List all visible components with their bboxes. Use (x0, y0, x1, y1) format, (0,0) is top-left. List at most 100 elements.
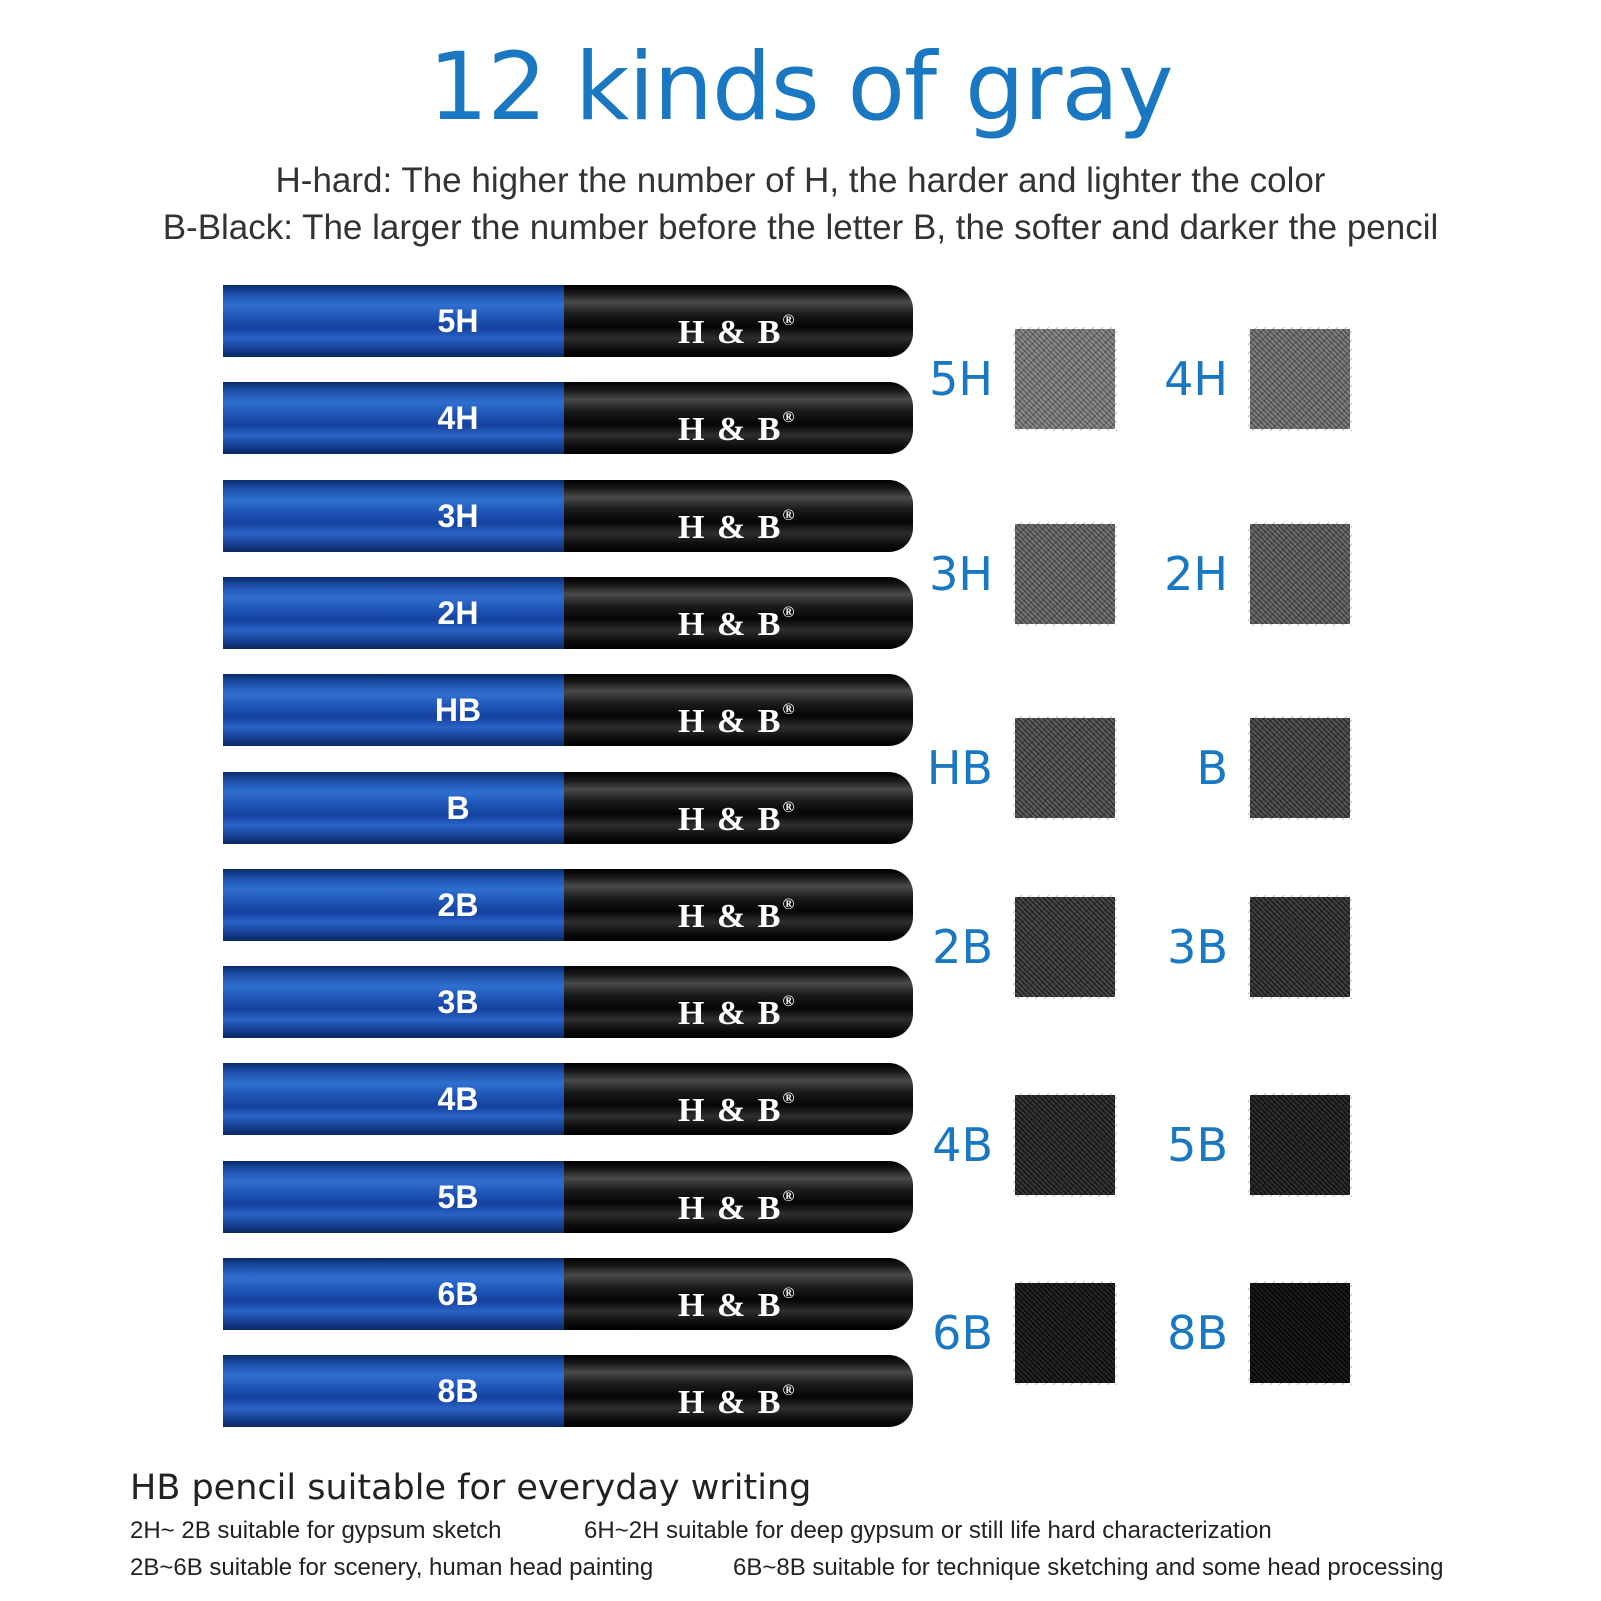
shading-swatch (1013, 1093, 1117, 1197)
pencil-grade-label: 2H (437, 595, 479, 631)
pencil-brand-label: H & B® (678, 966, 828, 1038)
shading-swatch (1013, 327, 1117, 431)
pencil-body (223, 1063, 566, 1135)
pencil-tip (564, 1258, 913, 1330)
pencil-grade-label: 6B (437, 1276, 479, 1312)
pencil: 2B H & B® (223, 869, 913, 941)
shading-swatch (1013, 895, 1117, 999)
shading-swatch (1248, 716, 1352, 820)
footer-note: 2H~ 2B suitable for gypsum sketch (130, 1517, 502, 1544)
pencil-brand-label: H & B® (678, 480, 828, 552)
brand-text: H & B (678, 703, 783, 740)
brand-text: H & B (678, 801, 783, 838)
brand-text: H & B (678, 1287, 783, 1324)
pencil-brand-label: H & B® (678, 1161, 828, 1233)
pencil-brand-label: H & B® (678, 1063, 828, 1135)
shading-swatch (1013, 1281, 1117, 1385)
swatch-label: 2B (932, 920, 993, 974)
pencil-body (223, 1258, 566, 1330)
pencil-grade-label: 5H (437, 303, 479, 339)
pencil-body (223, 674, 566, 746)
registered-mark: ® (782, 701, 795, 718)
registered-mark: ® (782, 312, 795, 329)
brand-text: H & B (678, 1384, 783, 1421)
pencil-tip (564, 480, 913, 552)
brand-text: H & B (678, 1190, 783, 1227)
registered-mark: ® (782, 409, 795, 426)
pencil: 8B H & B® (223, 1355, 913, 1427)
pencil-tip (564, 577, 913, 649)
registered-mark: ® (782, 1382, 795, 1399)
pencil: HB H & B® (223, 674, 913, 746)
shading-swatch (1248, 1093, 1352, 1197)
pencil: 4B H & B® (223, 1063, 913, 1135)
footer-note: 6B~8B suitable for technique sketching a… (733, 1554, 1444, 1581)
pencil-grade-label: 2B (437, 887, 479, 923)
footer-note: 2B~6B suitable for scenery, human head p… (130, 1554, 654, 1581)
pencil-brand-label: H & B® (678, 1258, 828, 1330)
registered-mark: ® (782, 993, 795, 1010)
pencil-body (223, 869, 566, 941)
shading-swatch (1248, 1281, 1352, 1385)
pencil-grade-label: B (446, 790, 470, 826)
swatch-label: 4H (1164, 352, 1228, 406)
shading-swatch (1013, 716, 1117, 820)
pencil-body (223, 577, 566, 649)
pencil-tip (564, 674, 913, 746)
pencil-body (223, 382, 566, 454)
pencil: 5H H & B® (223, 285, 913, 357)
pencil-brand-label: H & B® (678, 577, 828, 649)
swatch-label: 6B (932, 1306, 993, 1360)
subtitle-hard: H-hard: The higher the number of H, the … (275, 161, 1326, 200)
shading-swatch (1248, 327, 1352, 431)
registered-mark: ® (782, 604, 795, 621)
pencil-body (223, 1161, 566, 1233)
pencil-body (223, 480, 566, 552)
pencil-body (223, 772, 566, 844)
pencil-grade-label: 5B (437, 1179, 479, 1215)
swatch-label: 5H (929, 352, 993, 406)
page-title: 12 kinds of gray (428, 33, 1173, 142)
pencil-body (223, 966, 566, 1038)
pencil: 2H H & B® (223, 577, 913, 649)
footer-note: 6H~2H suitable for deep gypsum or still … (584, 1517, 1272, 1544)
pencil-body (223, 1355, 566, 1427)
pencil-grade-label: 4H (437, 400, 479, 436)
registered-mark: ® (782, 1285, 795, 1302)
pencil-brand-label: H & B® (678, 382, 828, 454)
pencil: 3B H & B® (223, 966, 913, 1038)
footer-headline: HB pencil suitable for everyday writing (130, 1468, 812, 1508)
swatch-label: 4B (932, 1118, 993, 1172)
pencil-tip (564, 1161, 913, 1233)
registered-mark: ® (782, 1090, 795, 1107)
pencil-brand-label: H & B® (678, 674, 828, 746)
pencil-brand-label: H & B® (678, 772, 828, 844)
registered-mark: ® (782, 896, 795, 913)
swatch-label: 8B (1167, 1306, 1228, 1360)
pencil-grade-label: 3B (437, 984, 479, 1020)
brand-text: H & B (678, 509, 783, 546)
pencil: 5B H & B® (223, 1161, 913, 1233)
pencil: 4H H & B® (223, 382, 913, 454)
pencil-tip (564, 285, 913, 357)
pencil-tip (564, 772, 913, 844)
swatch-label: 5B (1167, 1118, 1228, 1172)
pencil-tip (564, 869, 913, 941)
registered-mark: ® (782, 1188, 795, 1205)
pencil-tip (564, 1355, 913, 1427)
brand-text: H & B (678, 411, 783, 448)
swatch-label: 3B (1167, 920, 1228, 974)
pencil-grade-label: 8B (437, 1373, 479, 1409)
pencil-tip (564, 382, 913, 454)
shading-swatch (1013, 522, 1117, 626)
registered-mark: ® (782, 507, 795, 524)
brand-text: H & B (678, 898, 783, 935)
brand-text: H & B (678, 1092, 783, 1129)
pencil-tip (564, 1063, 913, 1135)
brand-text: H & B (678, 314, 783, 351)
registered-mark: ® (782, 799, 795, 816)
brand-text: H & B (678, 606, 783, 643)
shading-swatch (1248, 522, 1352, 626)
pencil-grade-label: 4B (437, 1081, 479, 1117)
swatch-label: B (1196, 741, 1228, 795)
